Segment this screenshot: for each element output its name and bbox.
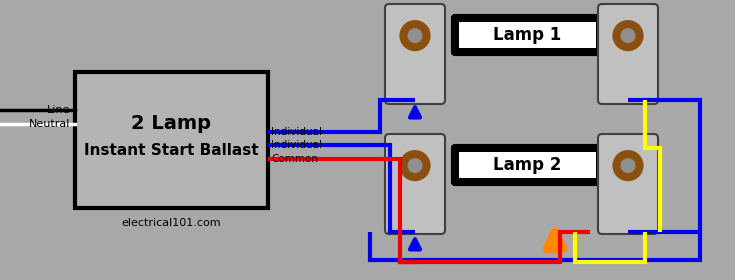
Text: Individual: Individual xyxy=(271,141,322,150)
Text: Common: Common xyxy=(271,154,318,164)
FancyBboxPatch shape xyxy=(459,22,596,48)
Text: Lamp 1: Lamp 1 xyxy=(493,26,562,44)
FancyBboxPatch shape xyxy=(385,134,445,234)
Circle shape xyxy=(612,20,644,51)
FancyBboxPatch shape xyxy=(598,134,658,234)
Circle shape xyxy=(612,150,644,181)
FancyBboxPatch shape xyxy=(385,4,445,104)
Text: Individual: Individual xyxy=(271,127,322,137)
Circle shape xyxy=(399,20,431,51)
Circle shape xyxy=(407,28,423,43)
Circle shape xyxy=(399,150,431,181)
FancyBboxPatch shape xyxy=(453,146,602,184)
Circle shape xyxy=(620,158,636,173)
Text: Line: Line xyxy=(46,105,70,115)
Text: Instant Start Ballast: Instant Start Ballast xyxy=(85,143,259,158)
FancyBboxPatch shape xyxy=(75,72,268,208)
Circle shape xyxy=(407,158,423,173)
Circle shape xyxy=(620,28,636,43)
Text: 2 Lamp: 2 Lamp xyxy=(132,114,212,133)
Text: Neutral: Neutral xyxy=(29,119,70,129)
FancyBboxPatch shape xyxy=(459,152,596,178)
FancyBboxPatch shape xyxy=(453,16,602,54)
Text: electrical101.com: electrical101.com xyxy=(122,218,221,228)
FancyBboxPatch shape xyxy=(598,4,658,104)
Text: Lamp 2: Lamp 2 xyxy=(493,156,562,174)
